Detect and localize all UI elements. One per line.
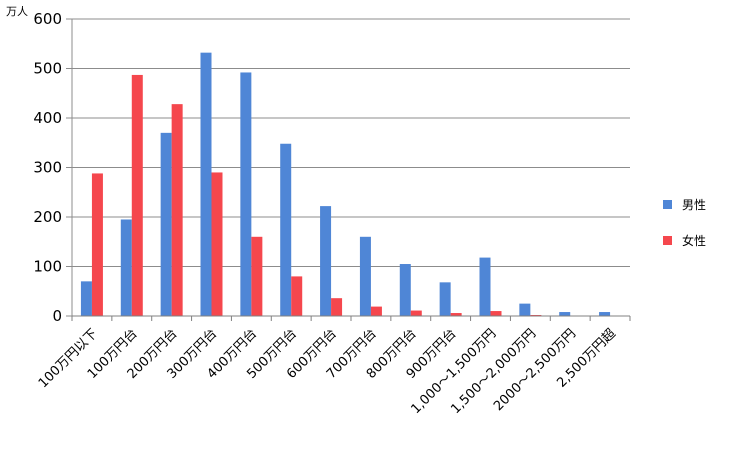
y-unit-label: 万人 <box>6 5 28 18</box>
bar-male <box>240 72 252 317</box>
gridlines <box>66 18 630 317</box>
bar-male <box>120 219 132 316</box>
y-tick-label: 300 <box>33 159 62 177</box>
legend-swatch <box>663 236 672 245</box>
bar-male <box>80 281 92 316</box>
legend-swatch <box>663 200 672 209</box>
bar-female <box>291 276 303 316</box>
y-tick-label: 0 <box>52 307 62 325</box>
legend-label: 女性 <box>682 233 706 248</box>
y-tick-label: 200 <box>33 208 62 226</box>
y-tick-label: 100 <box>33 258 62 276</box>
y-tick-label: 500 <box>33 60 62 78</box>
bar-male <box>160 132 172 316</box>
bar-male <box>439 282 451 316</box>
y-axis-ticks: 0 100 200 300 400 500 600 <box>33 10 62 325</box>
bar-male <box>280 143 292 316</box>
bar-female <box>490 311 502 316</box>
bar-female <box>211 172 223 316</box>
bar-male <box>599 312 611 316</box>
bar-female <box>131 74 143 316</box>
bar-male <box>479 257 491 316</box>
y-tick-label: 400 <box>33 109 62 127</box>
bars <box>80 52 622 317</box>
bar-female <box>410 310 422 316</box>
bar-male <box>320 206 332 316</box>
x-tick-label: 100万円以下 <box>36 326 101 391</box>
bar-female <box>450 313 462 316</box>
x-axis-ticks: 100万円以下100万円台200万円台300万円台400万円台500万円台600… <box>36 316 631 417</box>
bar-male <box>200 52 212 316</box>
bar-female <box>331 298 343 316</box>
bar-female <box>171 104 183 316</box>
y-tick-label: 600 <box>33 10 62 28</box>
bar-male <box>399 264 411 316</box>
bar-female <box>370 306 382 316</box>
bar-female <box>251 236 263 316</box>
legend-label: 男性 <box>682 198 706 212</box>
bar-male <box>559 312 571 316</box>
bar-male <box>359 236 371 316</box>
bar-female <box>91 173 103 316</box>
bar-male <box>519 303 531 316</box>
